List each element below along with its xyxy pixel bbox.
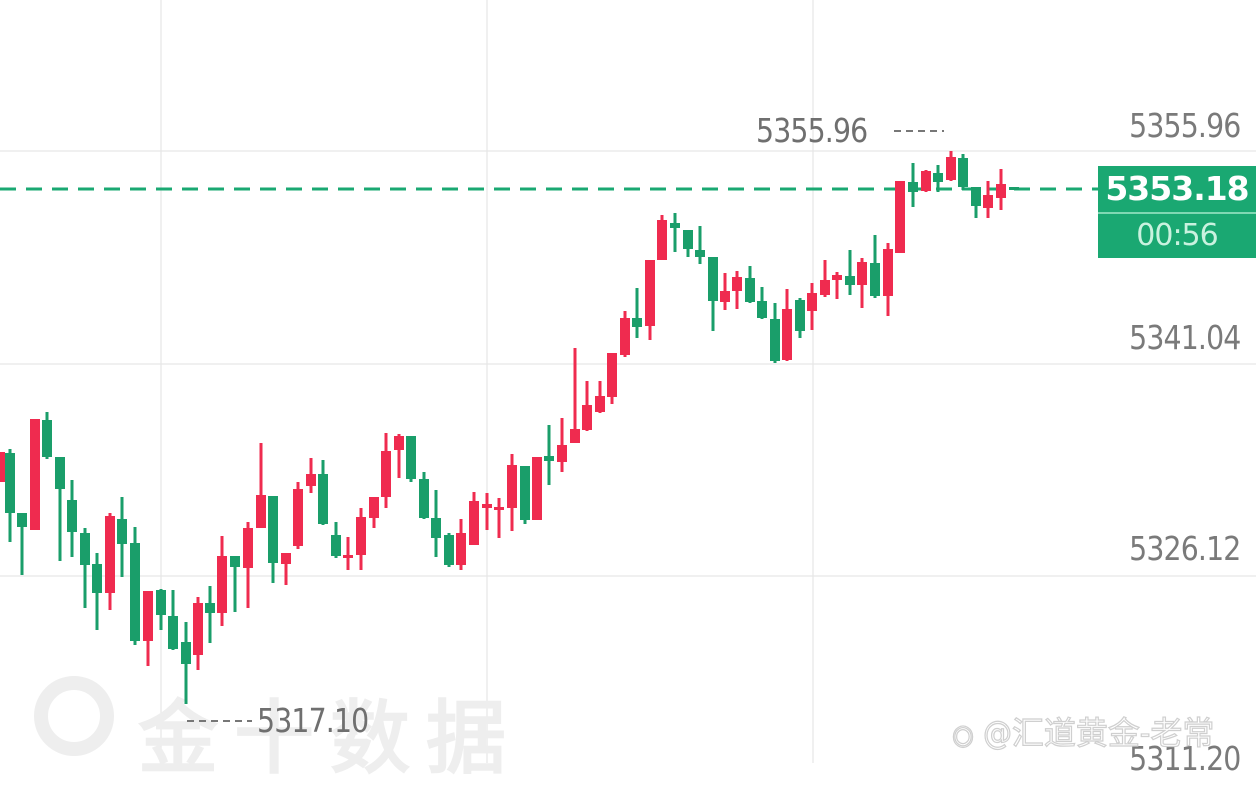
current-price: 5353.18 [1098, 166, 1256, 214]
price-axis-label-top: 5355.96 [1128, 106, 1241, 145]
low-marker: 5317.10 [257, 701, 369, 740]
current-price-tag: 5353.18 00:56 [1098, 166, 1256, 258]
chart-grid [0, 0, 1256, 763]
low-marker-label: 5317.10 [257, 701, 369, 740]
candle-countdown: 00:56 [1136, 218, 1218, 253]
weibo-handle: @汇道黄金-老常 [983, 713, 1215, 752]
high-marker: 5355.96 [756, 111, 868, 150]
price-axis-label-2: 5341.04 [1128, 318, 1241, 357]
high-marker-label: 5355.96 [756, 111, 868, 150]
weibo-watermark: ◉ @汇道黄金-老常 [951, 708, 1215, 754]
weibo-icon: ◉ [951, 717, 974, 751]
candles-layer [0, 130, 1098, 722]
price-axis-label-3: 5326.12 [1128, 529, 1241, 568]
